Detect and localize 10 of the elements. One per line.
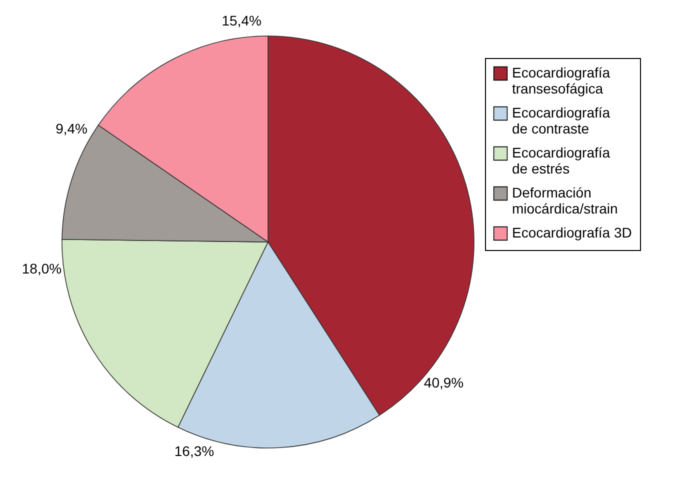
data-label: 16,3% — [174, 443, 214, 460]
data-label: 15,4% — [222, 12, 262, 28]
legend-label: Ecocardiografía transesofágica — [512, 64, 610, 96]
data-label: 40,9% — [424, 374, 464, 390]
legend-label: Deformación miocárdica/strain — [512, 184, 618, 216]
legend-label: Ecocardiografía de estrés — [512, 144, 610, 176]
data-label: 18,0% — [22, 260, 62, 276]
legend-label: Ecocardiografía de contraste — [512, 104, 610, 136]
legend-label: Ecocardiografía 3D — [512, 224, 632, 240]
data-label: 9,4% — [56, 120, 88, 136]
